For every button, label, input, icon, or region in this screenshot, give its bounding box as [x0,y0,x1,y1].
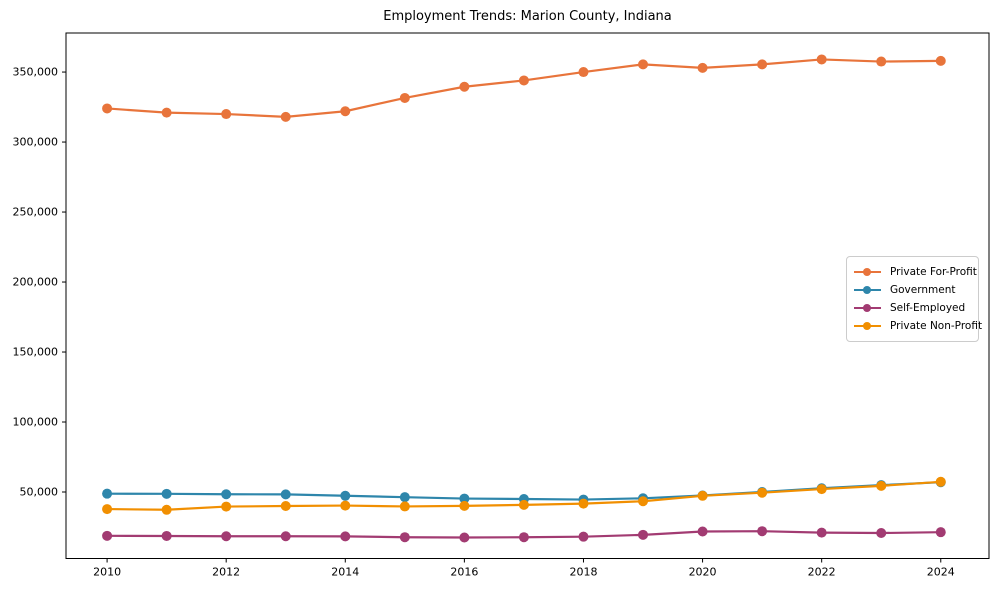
series-marker [935,476,946,487]
x-tick-label: 2014 [331,566,359,579]
series-marker [221,489,232,500]
series-marker [102,530,113,541]
legend-label: Private Non-Profit [890,320,983,332]
series-marker [161,107,172,118]
series-marker [816,527,827,538]
series-marker [102,504,113,515]
series-marker [518,532,529,543]
series-marker [697,490,708,501]
y-tick-label: 150,000 [13,346,59,359]
x-tick-label: 2016 [450,566,478,579]
series-marker [221,501,232,512]
x-tick-label: 2022 [808,566,836,579]
series-marker [280,531,291,542]
series-marker [638,59,649,70]
series-marker [340,106,351,117]
series-line [105,58,942,118]
legend-line-marker-icon [854,267,881,277]
series-marker [876,56,887,67]
series-marker [518,499,529,510]
y-tick-label: 100,000 [13,416,59,429]
series-marker [459,532,470,543]
x-tick-label: 2010 [93,566,121,579]
series-marker [578,498,589,509]
y-tick-label: 250,000 [13,206,59,219]
series-marker [935,527,946,538]
series-marker [221,109,232,120]
series-marker [340,500,351,511]
y-tick-label: 300,000 [13,136,59,149]
series-marker [876,528,887,539]
series-marker [578,67,589,78]
series-marker [399,92,410,103]
series-marker [340,490,351,501]
legend-item: Government [854,281,971,299]
series-marker [102,103,113,114]
chart-title: Employment Trends: Marion County, Indian… [383,9,672,24]
series-marker [876,480,887,491]
x-tick-label: 2020 [689,566,717,579]
legend-label: Government [890,284,956,296]
series-marker [697,526,708,537]
series-marker [638,529,649,540]
series-marker [340,531,351,542]
series-marker [161,488,172,499]
series-marker [161,530,172,541]
legend-label: Self-Employed [890,302,966,314]
series-marker [578,531,589,542]
legend-item: Private For-Profit [854,263,977,281]
series-marker [280,489,291,500]
x-tick-label: 2024 [927,566,955,579]
series-marker [161,504,172,515]
axes-frame [65,32,990,559]
y-tick-label: 200,000 [13,276,59,289]
series-marker [816,484,827,495]
series-marker [459,500,470,511]
series-marker [935,55,946,66]
series-marker [399,492,410,503]
series-marker [816,54,827,65]
series-marker [757,59,768,70]
series-marker [459,493,470,504]
legend: Private For-Profit Government Self-Employe… [846,256,982,342]
x-tick-label: 2018 [569,566,597,579]
series-marker [399,501,410,512]
series-marker [459,81,470,92]
series-marker [221,531,232,542]
legend-line-marker-icon [854,321,881,331]
series-marker [280,111,291,122]
series-marker [757,526,768,537]
legend-item: Private Non-Profit [854,317,982,335]
series-marker [102,488,113,499]
x-tick-label: 2012 [212,566,240,579]
series-marker [280,501,291,512]
legend-label: Private For-Profit [890,266,977,278]
series-marker [697,62,708,73]
legend-line-marker-icon [854,303,881,313]
legend-item: Self-Employed [854,299,971,317]
series-marker [757,487,768,498]
y-tick-label: 350,000 [13,66,59,79]
legend-line-marker-icon [854,285,881,295]
series-marker [399,532,410,543]
series-marker [638,496,649,507]
series-marker [518,75,529,86]
y-tick-label: 50,000 [20,486,59,499]
